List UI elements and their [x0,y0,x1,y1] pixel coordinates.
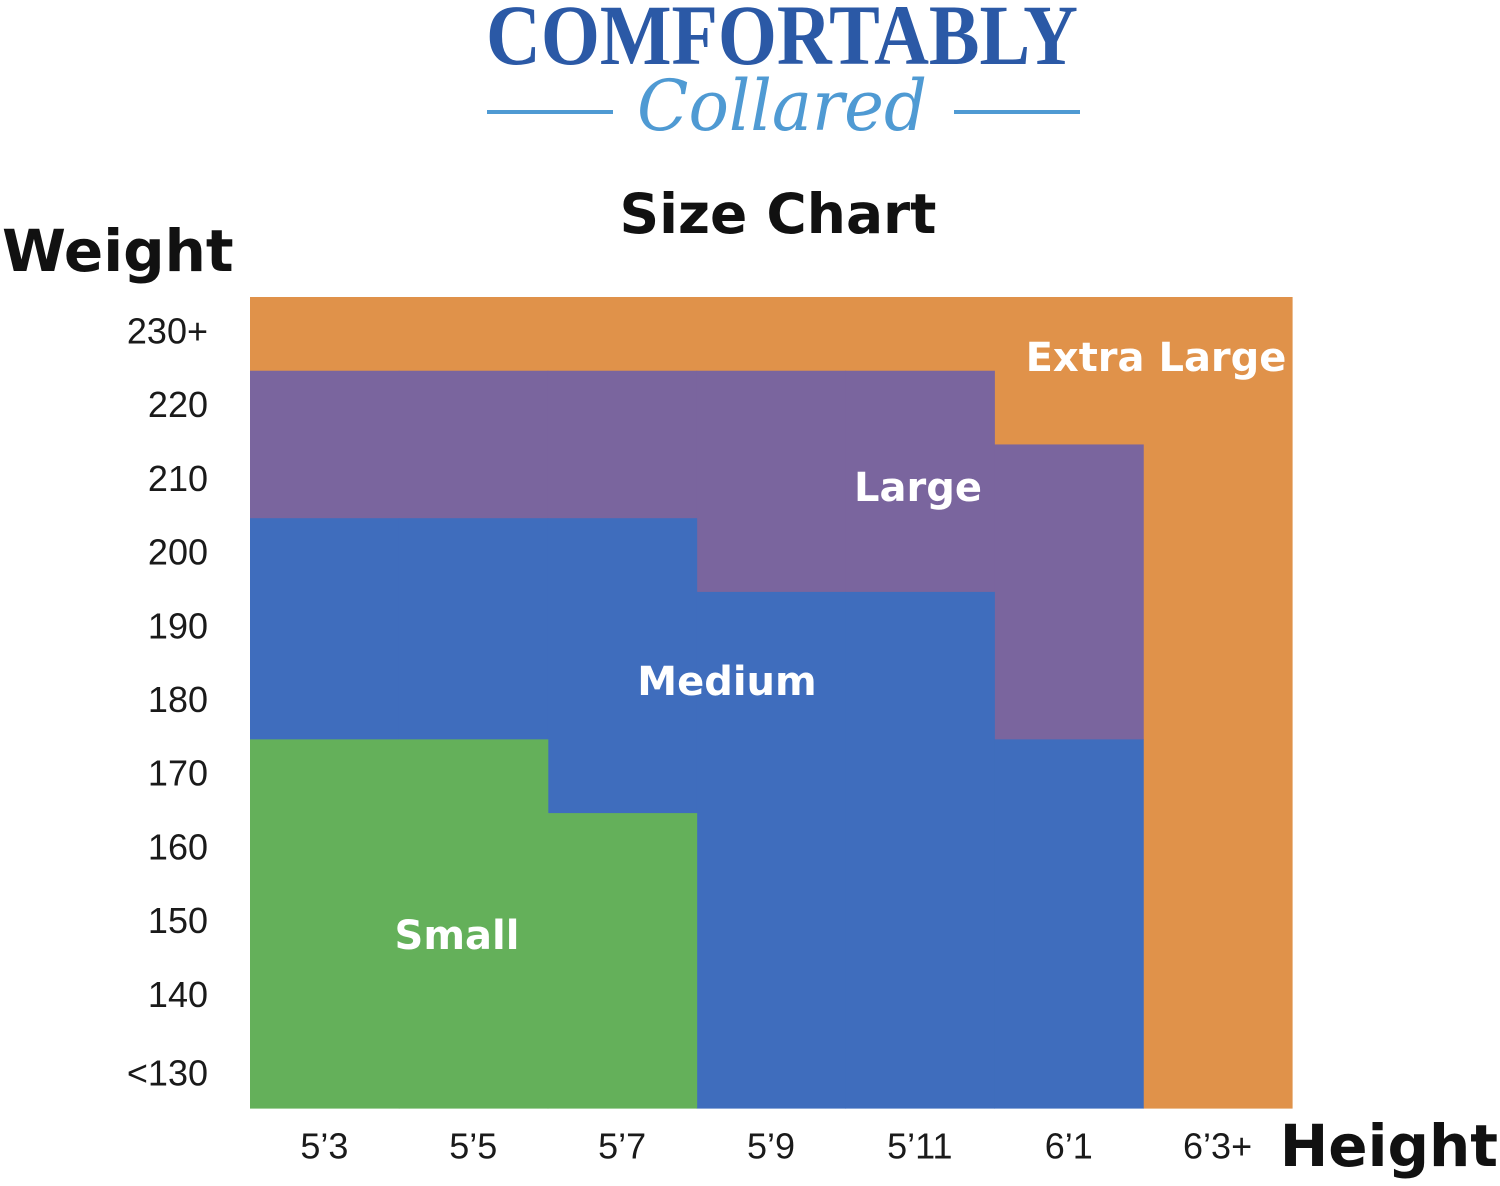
size-cell-extra-large [250,297,400,372]
size-cell-extra-large [845,297,995,372]
size-cell-extra-large [398,297,549,372]
size-cell-medium [547,518,698,814]
x-tick-label: 6’3+ [1183,1126,1252,1167]
chart-title: Size Chart [619,182,937,246]
size-cell-large [250,370,400,519]
size-cell-small [250,739,400,1109]
size-cell-medium [845,591,995,1109]
y-tick-label: 220 [148,384,208,425]
comfortably-collared-logo: COMFORTABLY Collared [486,0,1080,147]
size-region-labels: Small Medium Large Extra Large [395,335,1287,959]
y-tick-label: <130 [127,1053,208,1094]
size-cell-medium [696,591,847,1109]
size-cell-large [845,370,995,593]
x-axis-label: Height [1279,1112,1498,1180]
y-tick-label: 160 [148,826,208,867]
size-label-small: Small [395,913,520,959]
height-tick-labels: 5’3 5’5 5’7 5’9 5’11 6’1 6’3+ [300,1126,1252,1167]
size-cell-medium [994,739,1144,1109]
x-tick-label: 5’11 [887,1126,952,1167]
x-tick-label: 5’3 [300,1126,348,1167]
size-cell-medium [250,518,400,740]
size-label-extra-large: Extra Large [1026,335,1287,381]
size-cell-large [547,370,698,519]
size-label-large: Large [854,465,982,511]
size-cell-extra-large [696,297,847,372]
brand-script-text: Collared [637,65,927,147]
size-cell-large [994,444,1144,740]
y-tick-label: 180 [148,679,208,720]
size-cell-large [696,370,847,593]
size-cell-large [398,370,549,519]
y-tick-label: 190 [148,605,208,646]
weight-tick-labels: <130 140 150 160 170 180 190 200 210 220 230+ [127,310,208,1093]
size-cell-extra-large [994,297,1144,446]
x-tick-label: 6’1 [1045,1126,1093,1167]
size-label-medium: Medium [637,659,816,705]
y-axis-label: Weight [2,217,234,285]
y-tick-label: 140 [148,974,208,1015]
x-tick-label: 5’7 [598,1126,646,1167]
size-cell-small [398,739,549,1109]
y-tick-label: 200 [148,532,208,573]
y-tick-label: 170 [148,753,208,794]
size-cell-medium [398,518,549,740]
y-tick-label: 230+ [127,310,208,351]
size-cell-extra-large [1143,297,1293,1109]
size-cell-extra-large [547,297,698,372]
y-tick-label: 150 [148,900,208,941]
size-regions [250,297,1293,1109]
size-cell-small [547,813,698,1109]
brand-main-text: COMFORTABLY [486,0,1078,83]
x-tick-label: 5’9 [747,1126,795,1167]
y-tick-label: 210 [148,458,208,499]
x-tick-label: 5’5 [449,1126,497,1167]
